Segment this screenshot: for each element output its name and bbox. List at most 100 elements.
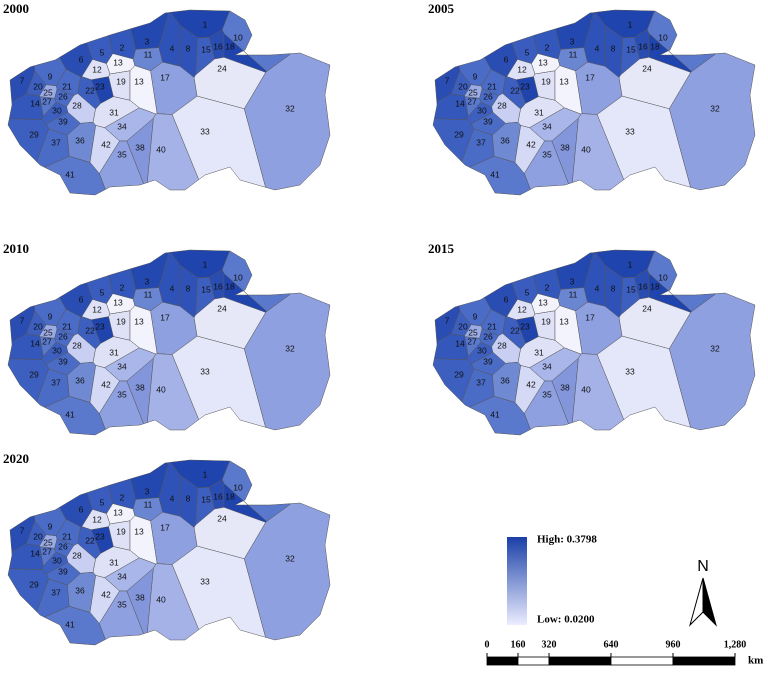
region-label: 38	[135, 142, 145, 152]
region-label: 7	[445, 315, 450, 325]
region-label: 24	[642, 63, 652, 73]
scale-label: 640	[604, 639, 619, 650]
region-label: 37	[51, 587, 61, 597]
region-label: 41	[65, 169, 75, 179]
region-label: 29	[454, 129, 464, 139]
region-label: 16	[213, 281, 223, 291]
region-label: 15	[201, 284, 211, 294]
region-label: 5	[525, 47, 530, 57]
north-arrow	[702, 577, 717, 627]
region-label: 23	[95, 531, 105, 541]
region-label: 3	[145, 276, 150, 286]
region-label: 3	[570, 36, 575, 46]
region-label: 29	[29, 369, 39, 379]
region-label: 32	[285, 343, 295, 353]
region-label: 11	[144, 49, 153, 59]
region	[43, 396, 106, 436]
region-label: 13	[113, 57, 123, 67]
region-label: 3	[145, 486, 150, 496]
region-label: 13	[134, 316, 144, 326]
region-label: 8	[611, 283, 616, 293]
panel-title: 2010	[3, 241, 29, 256]
region-label: 23	[520, 321, 530, 331]
region-label: 36	[500, 375, 510, 385]
region-label: 40	[156, 594, 166, 604]
region	[669, 52, 756, 191]
region	[43, 606, 106, 646]
region-label: 21	[62, 321, 72, 331]
region	[432, 118, 474, 163]
region-label: 35	[542, 389, 552, 399]
region-label: 2	[120, 492, 125, 502]
region	[468, 156, 531, 196]
region-label: 8	[186, 493, 191, 503]
region-label: 33	[200, 366, 210, 376]
region-label: 31	[109, 347, 119, 357]
region-label: 13	[113, 297, 123, 307]
region-label: 36	[75, 135, 85, 145]
region-label: 4	[170, 493, 175, 503]
region-label: 26	[483, 331, 493, 341]
region-label: 14	[30, 98, 40, 108]
region-label: 36	[75, 375, 85, 385]
region-label: 1	[628, 259, 633, 269]
region-label: 14	[455, 338, 465, 348]
region-label: 10	[233, 272, 243, 282]
region-label: 24	[217, 513, 227, 523]
region-label: 12	[92, 64, 102, 74]
region-label: 40	[581, 384, 591, 394]
region	[432, 358, 474, 403]
region	[147, 353, 200, 431]
region-label: 40	[156, 144, 166, 154]
region-label: 3	[570, 276, 575, 286]
region-label: 40	[156, 384, 166, 394]
region-label: 15	[201, 44, 211, 54]
region-label: 37	[51, 377, 61, 387]
region-label: 7	[20, 75, 25, 85]
region-label: 35	[117, 599, 127, 609]
region-label: 10	[658, 272, 668, 282]
panel-title: 2015	[428, 241, 455, 256]
region-label: 42	[526, 379, 536, 389]
region-label: 24	[217, 303, 227, 313]
region-label: 33	[625, 366, 635, 376]
region-label: 19	[541, 316, 551, 326]
region-label: 39	[58, 116, 68, 126]
region-label: 8	[186, 283, 191, 293]
region-label: 5	[100, 287, 105, 297]
region-label: 19	[116, 76, 126, 86]
region-label: 4	[595, 43, 600, 53]
region-label: 9	[473, 311, 478, 321]
legend-high: High: 0.3798	[537, 534, 597, 546]
region-label: 21	[62, 531, 72, 541]
region-label: 30	[477, 105, 487, 115]
region-label: 1	[203, 259, 208, 269]
region-label: 34	[542, 121, 552, 131]
region-label: 13	[134, 76, 144, 86]
region-label: 19	[116, 526, 126, 536]
region-label: 32	[710, 103, 720, 113]
region-label: 34	[117, 361, 127, 371]
scale-label: 1,280	[724, 639, 747, 650]
region	[193, 297, 267, 350]
region-label: 11	[144, 289, 153, 299]
region-label: 9	[473, 71, 478, 81]
region-label: 23	[95, 81, 105, 91]
region-label: 39	[483, 356, 493, 366]
region-label: 18	[225, 41, 235, 51]
scale-label: 0	[485, 639, 490, 650]
region-label: 7	[445, 75, 450, 85]
region-label: 21	[487, 321, 497, 331]
region	[596, 335, 691, 428]
region-label: 24	[217, 63, 227, 73]
region-label: 11	[569, 49, 578, 59]
region-label: 17	[160, 312, 170, 322]
region-label: 33	[625, 126, 635, 136]
region-label: 11	[569, 289, 578, 299]
region-label: 23	[520, 81, 530, 91]
region-label: 30	[52, 345, 62, 355]
region-label: 11	[144, 499, 153, 509]
region	[147, 113, 200, 191]
region-label: 19	[541, 76, 551, 86]
region-label: 20	[33, 81, 43, 91]
